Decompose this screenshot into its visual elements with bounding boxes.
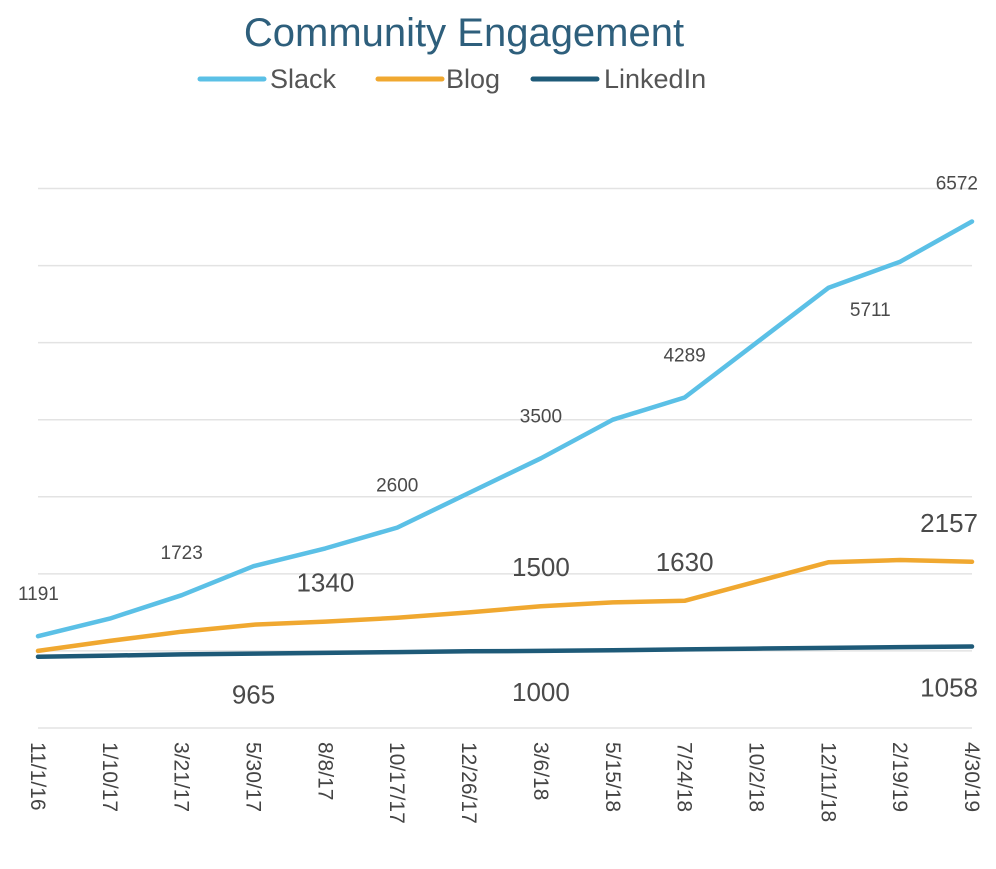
data-label-blog: 1500 — [512, 552, 570, 582]
series-lines — [35, 219, 975, 659]
data-label-slack: 4289 — [663, 345, 705, 366]
data-label-slack: 6572 — [936, 174, 978, 195]
data-label-blog: 2157 — [920, 508, 978, 538]
data-label-slack: 5711 — [850, 300, 891, 321]
x-tick-label: 7/24/18 — [673, 742, 696, 812]
data-label-slack: 3500 — [520, 406, 562, 427]
series-line-slack — [35, 219, 975, 639]
x-tick-label: 5/30/17 — [242, 742, 265, 812]
data-label-blog: 1630 — [656, 547, 714, 577]
data-label-linkedin: 1058 — [920, 672, 978, 702]
data-label-slack: 1191 — [18, 584, 59, 605]
x-tick-label: 4/30/19 — [960, 742, 983, 812]
x-tick-label: 12/11/18 — [816, 742, 839, 822]
data-label-linkedin: 965 — [232, 680, 275, 710]
x-tick-label: 2/19/19 — [888, 742, 911, 812]
x-tick-label: 1/10/17 — [98, 742, 121, 812]
chart-title: Community Engagement — [244, 11, 684, 55]
legend-label-linkedin: LinkedIn — [604, 64, 706, 94]
legend: Slack Blog LinkedIn — [197, 64, 706, 94]
legend-label-slack: Slack — [270, 64, 337, 94]
x-tick-label: 5/15/18 — [601, 742, 624, 812]
x-tick-label: 3/6/18 — [529, 742, 552, 800]
series-line-blog — [35, 557, 975, 654]
x-tick-label: 8/8/17 — [313, 742, 336, 800]
x-tick-label: 10/2/18 — [745, 742, 768, 812]
x-tick-label: 10/17/17 — [385, 742, 408, 824]
x-tick-label: 12/26/17 — [457, 742, 480, 824]
x-axis-ticks: 11/1/16 1/10/17 3/21/17 5/30/17 8/8/17 10/17/… — [26, 742, 983, 824]
data-label-blog: 1340 — [296, 568, 354, 598]
data-label-linkedin: 1000 — [512, 677, 570, 707]
x-tick-label: 11/1/16 — [26, 742, 49, 811]
data-label-slack: 2600 — [376, 476, 418, 497]
legend-label-blog: Blog — [446, 64, 500, 94]
series-line-linkedin — [35, 644, 975, 659]
x-tick-label: 3/21/17 — [170, 742, 193, 812]
data-label-slack: 1723 — [161, 543, 203, 564]
data-labels: 1191 1723 2600 3500 4289 5711 6572 1340 1500 1630… — [18, 174, 978, 710]
